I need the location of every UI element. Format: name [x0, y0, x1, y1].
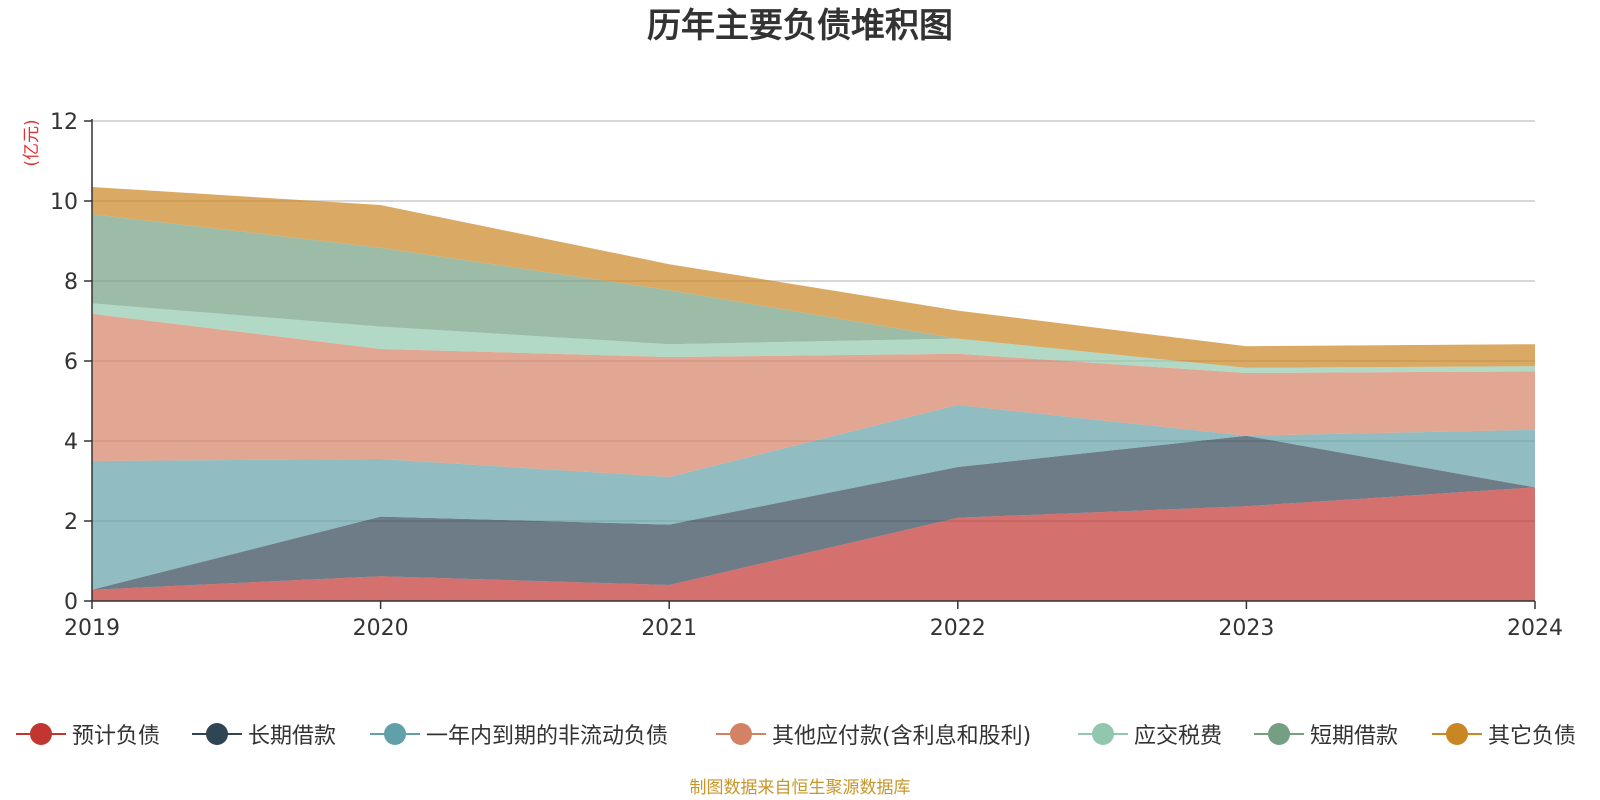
- chart-title: 历年主要负债堆积图: [647, 6, 953, 46]
- legend-marker-icon: [1432, 722, 1482, 746]
- legend-marker-icon: [16, 722, 66, 746]
- legend-item-2[interactable]: 一年内到期的非流动负债: [370, 716, 668, 752]
- area-series-0[interactable]: [92, 487, 1535, 601]
- legend-label: 短期借款: [1310, 724, 1399, 749]
- area-series-5[interactable]: [92, 214, 1535, 368]
- x-tick-label: 2020: [353, 616, 409, 641]
- y-tick-label: 10: [50, 190, 78, 215]
- x-tick-label: 2021: [641, 616, 697, 641]
- y-tick-label: 4: [64, 430, 78, 455]
- y-tick-label: 6: [64, 350, 78, 375]
- legend-item-5[interactable]: 短期借款: [1254, 716, 1398, 752]
- legend-item-6[interactable]: 其它负债: [1432, 716, 1576, 752]
- legend-item-3[interactable]: 其他应付款(含利息和股利): [716, 716, 1031, 752]
- x-tick-label: 2022: [930, 616, 986, 641]
- legend-label: 长期借款: [248, 724, 337, 749]
- area-series-2[interactable]: [92, 405, 1535, 590]
- chart-legend: 预计负债 长期借款 一年内到期的非流动负债 其他应付款(含利息和股利) 应交税费 短期借款…: [0, 716, 1600, 752]
- area-series-4[interactable]: [92, 303, 1535, 373]
- area-series-1[interactable]: [92, 435, 1535, 590]
- area-series-6[interactable]: [92, 187, 1535, 368]
- y-tick-label: 8: [64, 270, 78, 295]
- x-tick-label: 2023: [1218, 616, 1274, 641]
- y-tick-label: 12: [50, 110, 78, 135]
- legend-label: 其它负债: [1488, 724, 1577, 749]
- legend-label: 其他应付款(含利息和股利): [772, 724, 1032, 749]
- legend-item-1[interactable]: 长期借款: [192, 716, 336, 752]
- area-series-3[interactable]: [92, 313, 1535, 477]
- y-tick-label: 2: [64, 510, 78, 535]
- x-tick-label: 2019: [64, 616, 120, 641]
- source-note: 制图数据来自恒生聚源数据库: [689, 778, 911, 798]
- legend-item-0[interactable]: 预计负债: [16, 716, 160, 752]
- legend-label: 预计负债: [72, 724, 161, 749]
- legend-label: 应交税费: [1134, 724, 1223, 749]
- legend-label: 一年内到期的非流动负债: [426, 724, 669, 749]
- legend-marker-icon: [192, 722, 242, 746]
- legend-marker-icon: [1254, 722, 1304, 746]
- legend-marker-icon: [370, 722, 420, 746]
- legend-marker-icon: [1078, 722, 1128, 746]
- legend-marker-icon: [716, 722, 766, 746]
- y-tick-label: 0: [64, 590, 78, 615]
- y-axis-unit-label: (亿元): [22, 119, 42, 166]
- x-tick-label: 2024: [1507, 616, 1563, 641]
- legend-item-4[interactable]: 应交税费: [1078, 716, 1222, 752]
